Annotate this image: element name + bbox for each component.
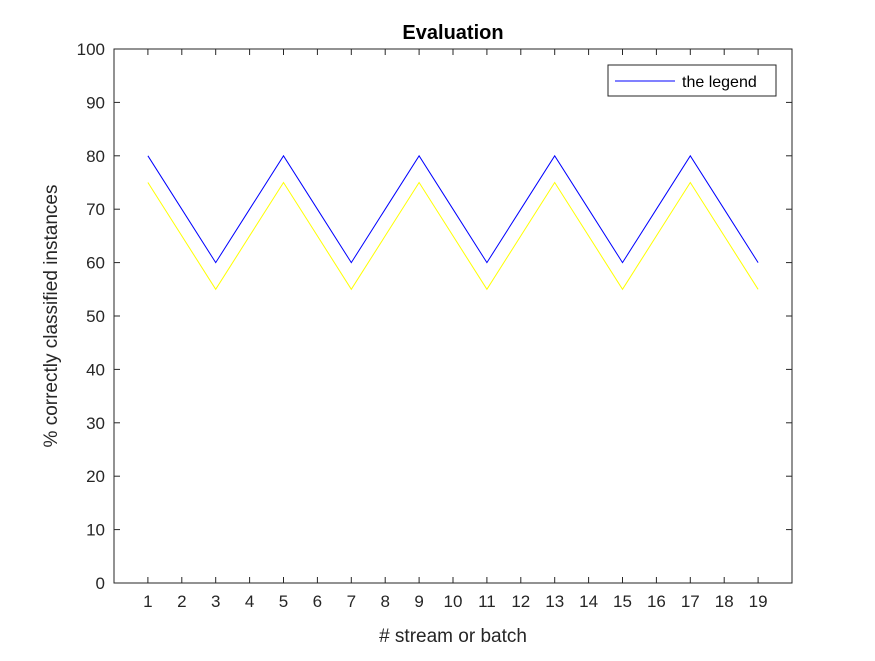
x-tick-label: 4 <box>245 592 254 611</box>
y-axis-label: % correctly classified instances <box>41 185 62 448</box>
x-tick-label: 10 <box>444 592 463 611</box>
x-tick-label: 17 <box>681 592 700 611</box>
series-line-2 <box>147 181 759 291</box>
x-tick-label: 8 <box>380 592 389 611</box>
y-ticks: 0 10 20 30 40 50 60 70 80 90 100 <box>77 40 792 593</box>
x-tick-label: 11 <box>478 592 496 611</box>
series-line-1 <box>147 154 759 264</box>
y-tick-label: 20 <box>86 467 105 486</box>
y-tick-label: 90 <box>86 93 105 112</box>
x-tick-label: 3 <box>211 592 220 611</box>
x-tick-label: 7 <box>347 592 356 611</box>
x-ticks: 1 2 3 4 5 6 7 8 9 10 11 12 13 14 15 16 17 18 19 <box>143 49 768 611</box>
x-tick-label: 19 <box>749 592 768 611</box>
x-tick-label: 12 <box>511 592 530 611</box>
plot-area <box>114 49 792 583</box>
x-tick-label: 5 <box>279 592 288 611</box>
x-tick-label: 6 <box>313 592 322 611</box>
y-tick-label: 40 <box>86 360 105 379</box>
series-layer <box>147 154 759 291</box>
y-tick-label: 80 <box>86 147 105 166</box>
x-tick-label: 13 <box>545 592 564 611</box>
y-tick-label: 70 <box>86 200 105 219</box>
y-tick-label: 60 <box>86 254 105 273</box>
y-tick-label: 100 <box>77 40 105 59</box>
x-tick-label: 14 <box>579 592 598 611</box>
x-tick-label: 2 <box>177 592 186 611</box>
y-tick-label: 0 <box>96 574 105 593</box>
x-axis-label: # stream or batch <box>379 626 527 647</box>
x-tick-label: 16 <box>647 592 666 611</box>
legend-label: the legend <box>682 74 757 91</box>
x-tick-label: 18 <box>715 592 734 611</box>
x-tick-label: 9 <box>414 592 423 611</box>
plot-background <box>114 49 792 583</box>
y-tick-label: 10 <box>86 521 105 540</box>
x-tick-label: 1 <box>143 592 152 611</box>
x-tick-label: 15 <box>613 592 632 611</box>
legend: the legend <box>607 64 777 97</box>
y-tick-label: 50 <box>86 307 105 326</box>
y-tick-label: 30 <box>86 414 105 433</box>
chart-title: Evaluation <box>402 22 503 44</box>
